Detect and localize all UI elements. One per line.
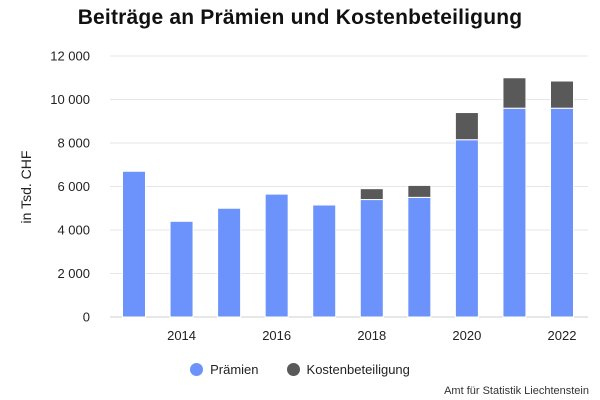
legend-label-praemien: Prämien [210,362,259,377]
bar-praemien [122,170,146,318]
legend-swatch-praemien [190,363,204,376]
bar-praemien [502,107,527,318]
y-tick-label: 0 [83,310,90,325]
y-tick-label: 6 000 [57,179,90,194]
bar-kostenbeteiligung [550,80,574,109]
bars [122,77,574,318]
source-credit: Amt für Statistik Liechtenstein [444,385,589,397]
bar-kostenbeteiligung [359,188,384,201]
bar-praemien [312,204,337,318]
y-tick-label: 4 000 [57,223,90,238]
bar-praemien [169,220,194,318]
x-tick-label: 2016 [262,328,291,343]
x-tick-label: 2018 [357,328,386,343]
bar-kostenbeteiligung [454,112,479,141]
x-tick-label: 2020 [452,328,481,343]
y-tick-label: 8 000 [57,136,90,151]
legend: Prämien Kostenbeteiligung [0,362,600,377]
axes: 0 2 000 4 000 6 000 8 000 10 000 12 000 2014 201… [50,49,576,344]
bar-praemien [359,199,384,318]
y-tick-label: 2 000 [57,266,90,281]
chart-title: Beiträge an Prämien und Kostenbeteiligun… [77,6,523,29]
legend-label-kostenbeteiligung: Kostenbeteiligung [306,362,410,377]
bar-praemien [550,107,574,318]
y-tick-label: 12 000 [50,49,90,64]
legend-item-kostenbeteiligung[interactable]: Kostenbeteiligung [286,362,410,377]
bar-praemien [407,196,432,318]
y-axis-title: in Tsd. CHF [18,151,34,224]
y-tick-label: 10 000 [50,92,90,107]
x-tick-label: 2014 [167,328,196,343]
bar-kostenbeteiligung [407,184,432,198]
x-tick-label: 2022 [548,328,577,343]
bar-praemien [264,193,289,318]
bar-praemien [454,139,479,318]
legend-item-praemien[interactable]: Prämien [190,362,259,377]
bar-praemien [217,207,242,318]
bar-kostenbeteiligung [502,77,527,109]
legend-swatch-kostenbeteiligung [286,363,300,376]
